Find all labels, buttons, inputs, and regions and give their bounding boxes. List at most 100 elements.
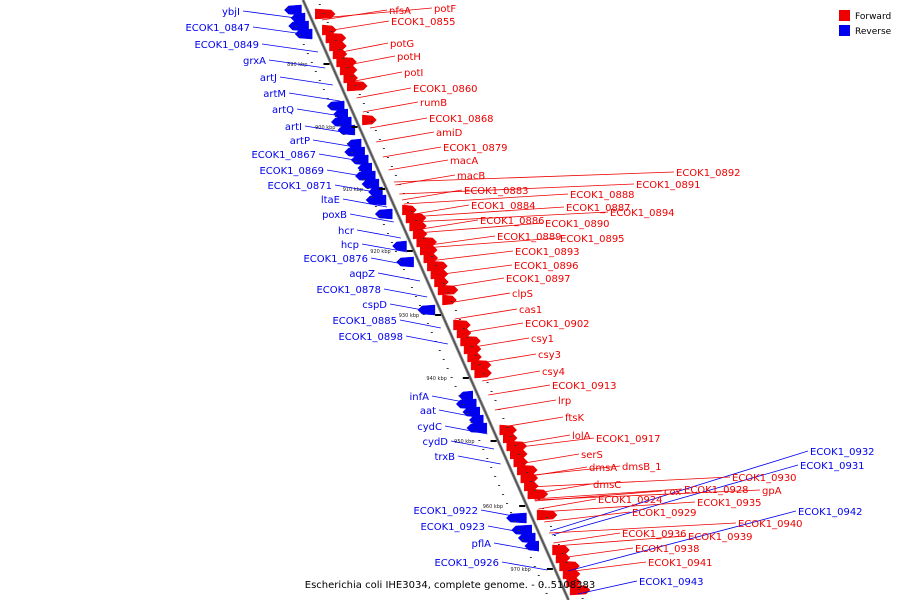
gene-label-csy1: csy1 [531, 334, 554, 345]
gene-label-poxb: poxB [322, 210, 347, 221]
backbone-core [302, 0, 569, 600]
label-leader [361, 243, 408, 253]
scale-dot [374, 206, 377, 207]
gene-label-ecok1-0889: ECOK1_0889 [497, 232, 562, 243]
scale-dot [326, 22, 329, 23]
scale-dot [474, 355, 477, 356]
label-leader [389, 303, 434, 313]
scale-dot [498, 485, 501, 486]
gene-label-ecok1-0890: ECOK1_0890 [545, 219, 610, 230]
scale-dot [314, 71, 317, 72]
label-leader [538, 498, 597, 510]
scale-dot [342, 58, 345, 59]
label-leader [342, 55, 396, 67]
label-leader [534, 489, 761, 501]
gene-label-ftsk: ftsK [565, 413, 584, 424]
reverse-gene-arrow [417, 304, 436, 316]
gene-label-cas1: cas1 [519, 305, 542, 316]
gene-label-artj: artJ [260, 73, 277, 84]
gene-label-ecok1-0893: ECOK1_0893 [515, 247, 580, 258]
scale-dot [394, 175, 397, 176]
scale-dot [334, 116, 337, 117]
scale-dot [358, 94, 361, 95]
scale-dot [506, 503, 509, 504]
legend-label-forward: Forward [855, 12, 891, 22]
gene-label-cydd: cydD [423, 437, 449, 448]
scale-dot [414, 220, 417, 221]
scale-dot [545, 593, 548, 594]
gene-label-ecok1-0847: ECOK1_0847 [185, 23, 250, 34]
gene-label-ecok1-0926: ECOK1_0926 [434, 558, 499, 569]
scale-dot [557, 544, 560, 545]
gene-label-ecok1-0941: ECOK1_0941 [648, 558, 713, 569]
scale-dot [454, 310, 457, 311]
scale-dot [390, 242, 393, 243]
gene-label-potg: potG [390, 39, 414, 50]
gene-label-ecok1-0917: ECOK1_0917 [596, 434, 661, 445]
gene-label-ecok1-0849: ECOK1_0849 [194, 40, 259, 51]
label-leader [395, 174, 456, 186]
scale-dot [430, 256, 433, 257]
scale-dot [581, 598, 584, 599]
label-leader [320, 7, 433, 19]
label-leader [388, 159, 449, 171]
reverse-gene-arrow [392, 240, 407, 252]
scale-dot [410, 287, 413, 288]
scale-dot [354, 85, 357, 86]
label-leader [377, 272, 421, 282]
label-leader [369, 117, 428, 129]
gene-label-ecok1-0924: ECOK1_0924 [598, 495, 663, 506]
scale-dot [378, 215, 381, 216]
scale-dot [370, 197, 373, 198]
scale-dot [565, 562, 568, 563]
scale-dot [362, 179, 365, 180]
gene-label-gpa: gpA [762, 486, 782, 497]
gene-label-ecok1-0929: ECOK1_0929 [632, 508, 697, 519]
forward-gene-arrow [506, 440, 528, 452]
forward-gene-arrow [460, 335, 481, 347]
scale-dot [470, 422, 473, 423]
reverse-gene-arrow [374, 208, 393, 220]
gene-label-arti: artI [285, 122, 302, 133]
gene-label-ecok1-0943: ECOK1_0943 [639, 577, 704, 588]
gene-label-ecok1-0871: ECOK1_0871 [267, 181, 332, 192]
gene-label-ecok1-0869: ECOK1_0869 [259, 166, 324, 177]
gene-label-ecok1-0876: ECOK1_0876 [303, 254, 368, 265]
kbp-tick [462, 377, 469, 379]
label-leader [539, 501, 696, 513]
label-leader [524, 466, 588, 478]
scale-dot [513, 521, 516, 522]
scale-dot [418, 305, 421, 306]
label-leader [349, 213, 394, 223]
forward-gene-arrow [339, 64, 358, 76]
label-leader [493, 542, 540, 552]
gene-label-ecok1-0935: ECOK1_0935 [697, 498, 762, 509]
label-leader [431, 395, 475, 405]
legend-label-reverse: Reverse [855, 27, 892, 37]
scale-dot [382, 148, 385, 149]
forward-gene-arrow [555, 552, 571, 564]
label-leader [423, 237, 559, 249]
scale-dot [322, 89, 325, 90]
label-leader [411, 211, 609, 223]
gene-label-clps: clpS [512, 289, 533, 300]
gene-label-artq: artQ [272, 105, 294, 116]
label-leader [336, 42, 389, 54]
gene-label-ecok1-0928: ECOK1_0928 [684, 485, 749, 496]
scale-dot [338, 49, 341, 50]
label-leader [457, 455, 501, 465]
scale-dot [577, 589, 580, 590]
scale-dot [370, 121, 373, 122]
forward-gene-arrow [442, 294, 457, 306]
gene-label-ecok1-0902: ECOK1_0902 [525, 319, 590, 330]
kbp-tick-label: 940 kbp [426, 376, 446, 382]
legend: Forward Reverse [839, 10, 892, 37]
forward-gene-arrow [402, 204, 417, 216]
label-leader [304, 125, 355, 135]
scale-dot [533, 566, 536, 567]
gene-label-aqpz: aqpZ [349, 269, 375, 280]
gene-label-macb: macB [457, 171, 485, 182]
gene-label-ecok1-0897: ECOK1_0897 [506, 274, 571, 285]
scale-dot [502, 494, 505, 495]
